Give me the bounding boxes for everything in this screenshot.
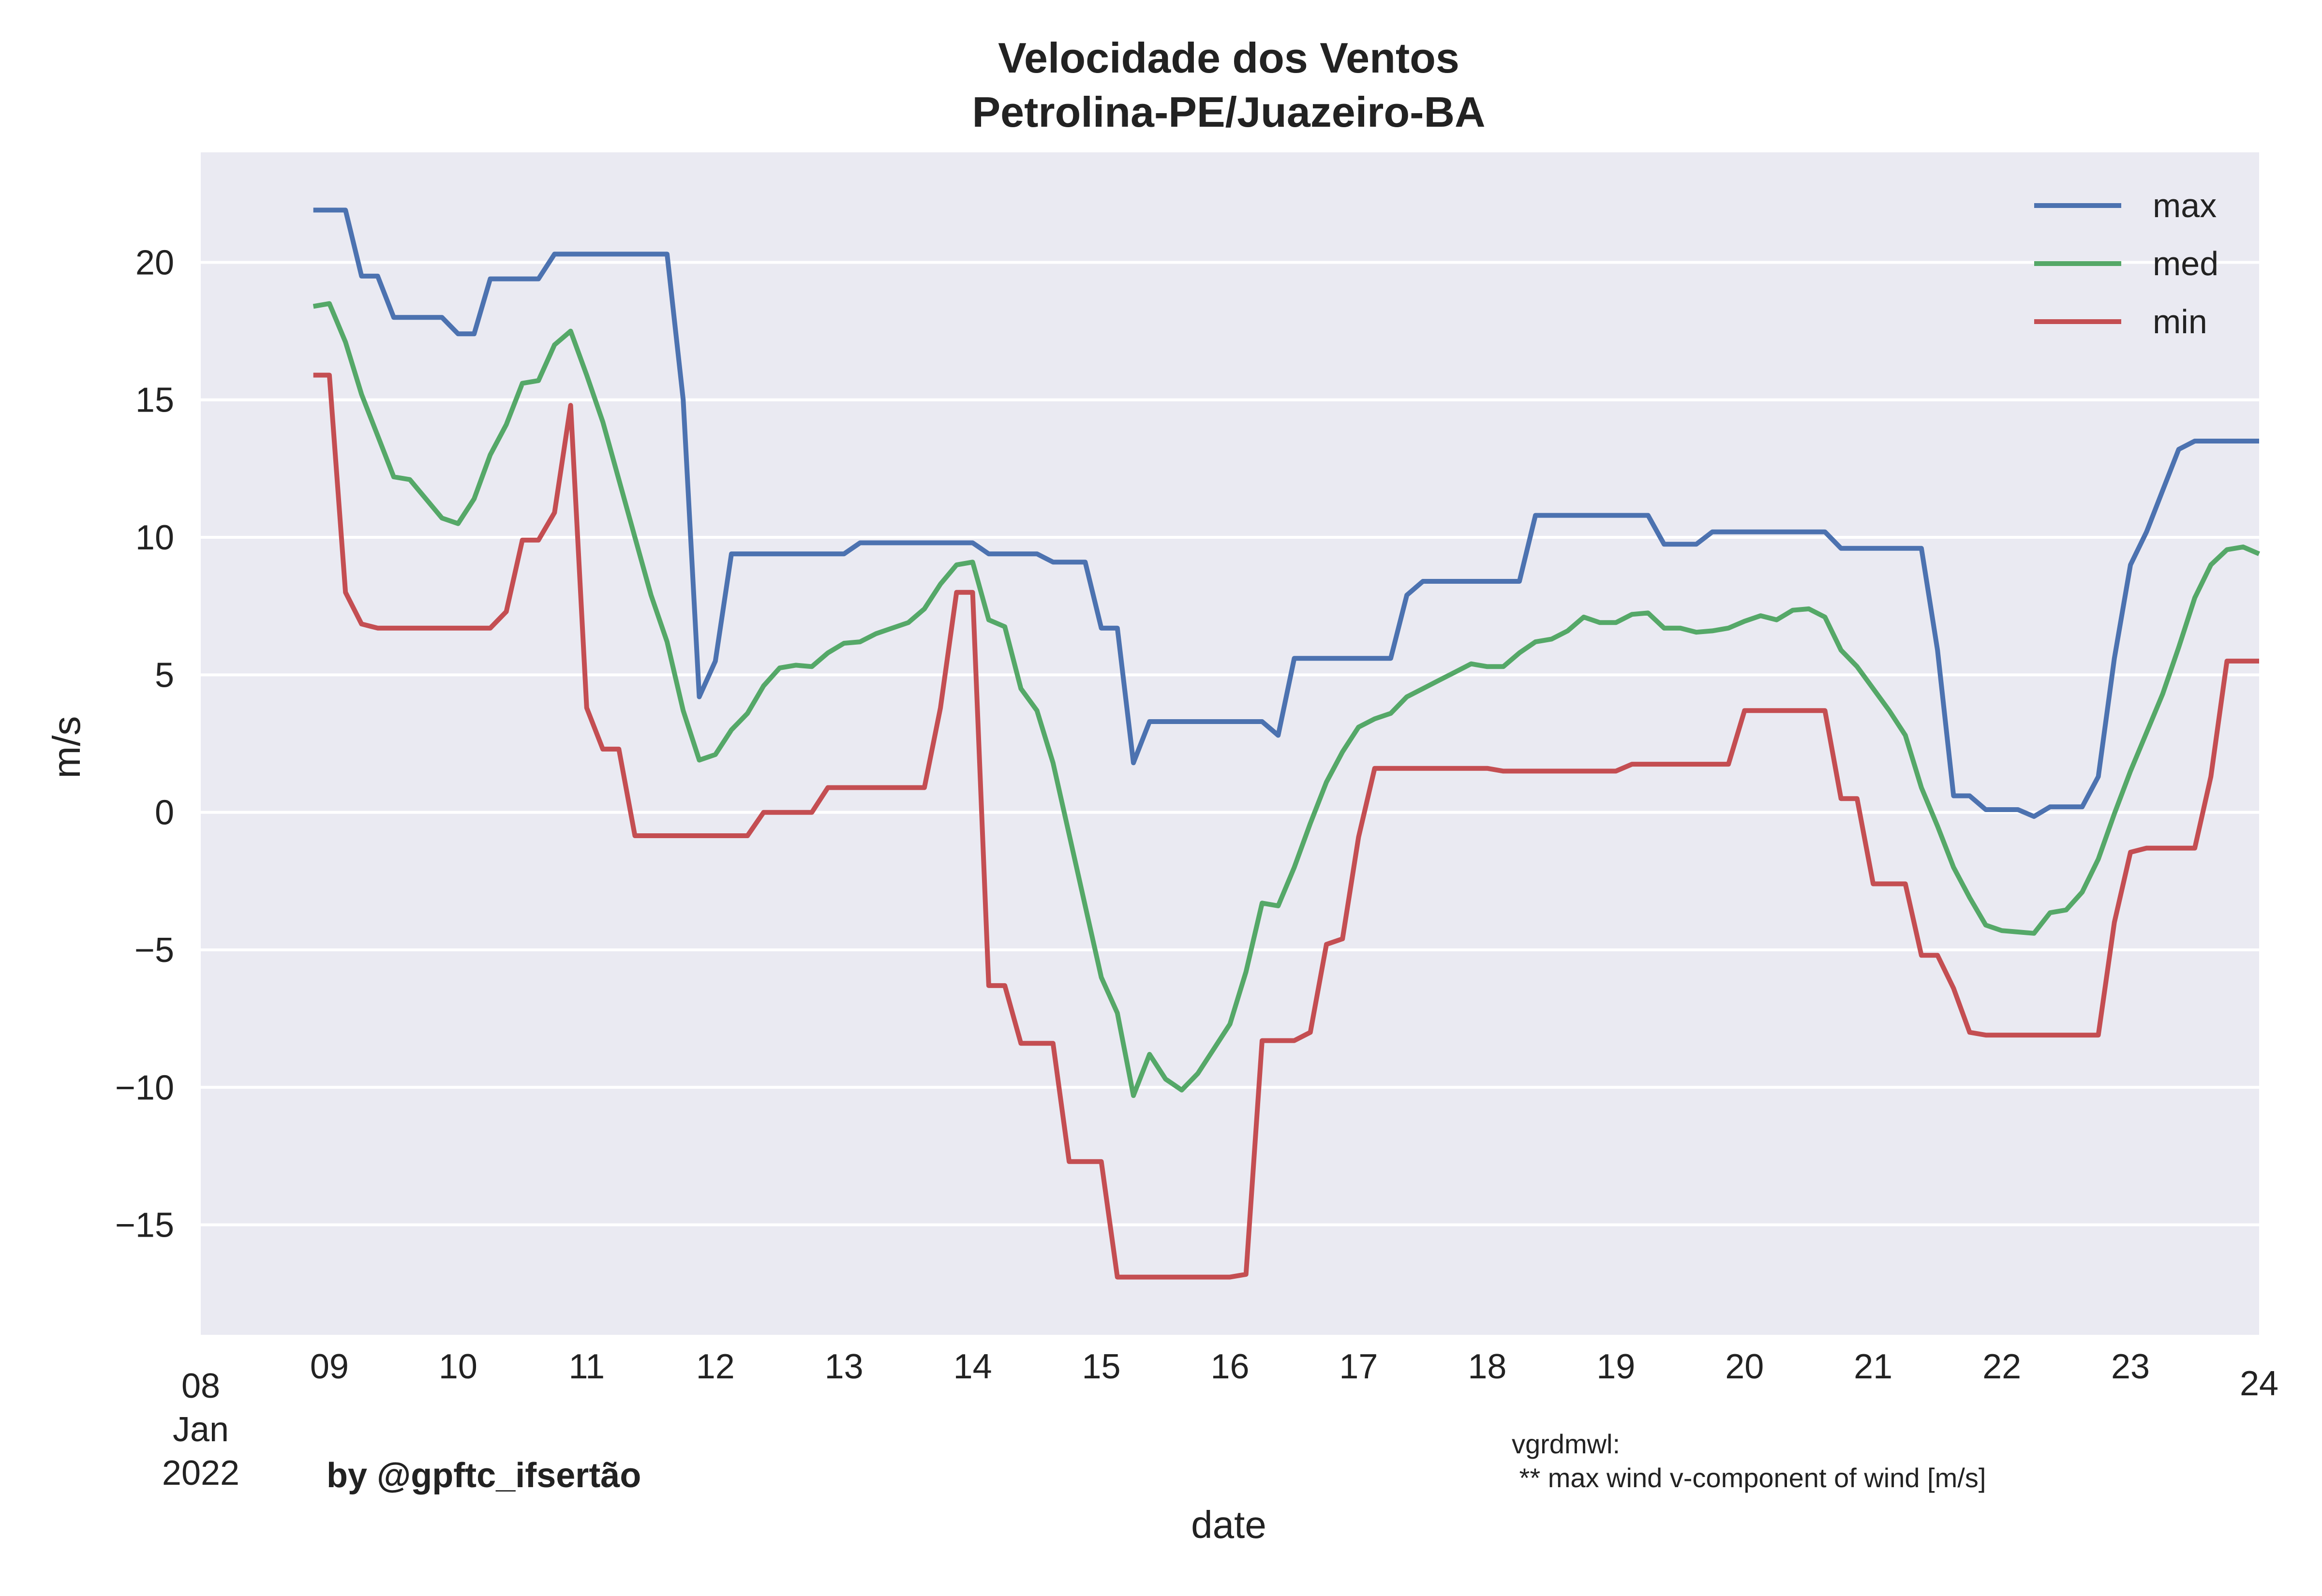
x-tick-label-line: 21 <box>1854 1347 1892 1386</box>
chart-title: Velocidade dos Ventos <box>998 34 1459 82</box>
x-tick-label-line: 19 <box>1596 1347 1635 1386</box>
y-tick-label: 15 <box>135 381 174 420</box>
legend: max med min <box>2034 187 2218 340</box>
x-axis-label: date <box>1191 1503 1266 1546</box>
x-tick-label-line: Jan <box>173 1410 229 1449</box>
x-tick-label: 17 <box>1339 1347 1378 1386</box>
x-tick-label: 09 <box>310 1347 349 1386</box>
x-tick-labels: 08 Jan 2022 09 10 11 12 13 14 15 16 17 18 19 20 21 22 23 2… <box>162 1347 2278 1493</box>
y-tick-label: 0 <box>155 794 174 832</box>
x-tick-label-line: 24 <box>2240 1364 2278 1403</box>
x-tick-label: 18 <box>1468 1347 1506 1386</box>
x-tick-label: 10 <box>439 1347 477 1386</box>
x-tick-label: 21 <box>1854 1347 1892 1386</box>
x-tick-label-line: 22 <box>1982 1347 2021 1386</box>
x-tick-label: 22 <box>1982 1347 2021 1386</box>
x-tick-label: 15 <box>1082 1347 1121 1386</box>
x-tick-label-line: 12 <box>696 1347 735 1386</box>
variable-note-line-2: ** max wind v-component of wind [m/s] <box>1512 1463 1986 1493</box>
x-tick-label: 13 <box>825 1347 863 1386</box>
x-tick-label-line: 18 <box>1468 1347 1506 1386</box>
y-tick-label: −15 <box>115 1206 174 1245</box>
x-tick-label: 20 <box>1725 1347 1764 1386</box>
x-tick-label: 11 <box>568 1347 605 1386</box>
x-tick-label: 14 <box>953 1347 992 1386</box>
x-tick-label-line: 15 <box>1082 1347 1121 1386</box>
y-tick-label: −5 <box>134 931 174 970</box>
legend-label-med: med <box>2153 245 2218 282</box>
variable-note-line-1: vgrdmwl: <box>1512 1429 1620 1459</box>
x-tick-label: 12 <box>696 1347 735 1386</box>
legend-label-min: min <box>2153 303 2207 340</box>
x-tick-label-line: 16 <box>1210 1347 1249 1386</box>
x-tick-label-line: 10 <box>439 1347 477 1386</box>
series-line-med <box>313 301 2260 1098</box>
x-tick-label-line: 17 <box>1339 1347 1378 1386</box>
x-tick-label-line: 08 <box>181 1367 220 1405</box>
y-tick-label: 20 <box>135 243 174 282</box>
gridlines <box>201 261 2259 1227</box>
series-line-min <box>313 372 2259 1280</box>
y-axis-label: m/s <box>45 716 88 779</box>
x-tick-label: 08 Jan 2022 <box>162 1367 239 1493</box>
series-lines <box>313 207 2260 1280</box>
x-tick-label-line: 23 <box>2111 1347 2150 1386</box>
x-tick-label-line: 11 <box>568 1347 605 1386</box>
x-tick-label: 24 <box>2240 1364 2278 1403</box>
x-tick-label: 19 <box>1596 1347 1635 1386</box>
x-tick-label: 16 <box>1210 1347 1249 1386</box>
x-tick-label-line: 20 <box>1725 1347 1764 1386</box>
y-tick-label: 10 <box>135 518 174 557</box>
legend-label-max: max <box>2153 187 2217 224</box>
y-tick-labels: 20 15 10 5 0 −5 −10 −15 <box>115 243 174 1244</box>
y-tick-label: −10 <box>115 1068 174 1107</box>
x-tick-label-line: 09 <box>310 1347 349 1386</box>
x-tick-label-line: 2022 <box>162 1454 239 1493</box>
plot-area <box>201 152 2259 1335</box>
x-tick-label-line: 13 <box>825 1347 863 1386</box>
y-tick-label: 5 <box>155 656 174 695</box>
series-line-max <box>313 207 2259 819</box>
x-tick-label-line: 14 <box>953 1347 992 1386</box>
x-tick-label: 23 <box>2111 1347 2150 1386</box>
credit-text: by @gpftc_ifsertão <box>327 1456 641 1495</box>
chart-subtitle: Petrolina-PE/Juazeiro-BA <box>972 88 1485 136</box>
